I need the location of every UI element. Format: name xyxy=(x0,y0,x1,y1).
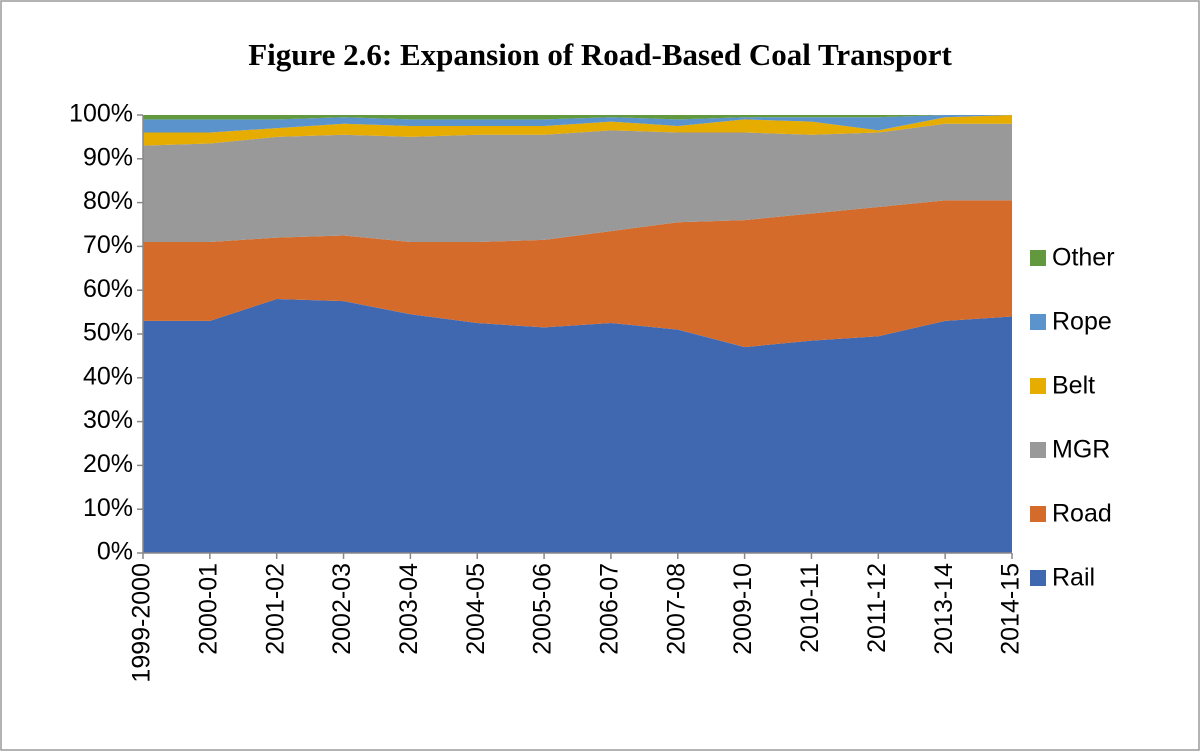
x-tick-label: 2007-08 xyxy=(662,563,690,655)
legend-label: MGR xyxy=(1052,436,1110,464)
x-tick-label: 2004-05 xyxy=(462,563,490,655)
x-tick-label: 2010-11 xyxy=(796,563,824,653)
x-tick-label: 2006-07 xyxy=(596,563,624,655)
y-tick-label: 0% xyxy=(97,538,133,566)
y-tick-label: 10% xyxy=(83,494,133,522)
legend-swatch xyxy=(1030,506,1046,522)
legend-swatch xyxy=(1030,570,1046,586)
chart-title: Figure 2.6: Expansion of Road-Based Coal… xyxy=(248,37,952,72)
area xyxy=(143,200,1012,348)
legend-label: Rope xyxy=(1052,308,1112,336)
y-tick-label: 70% xyxy=(83,231,133,259)
y-tick-label: 100% xyxy=(69,100,133,128)
area xyxy=(143,123,1012,243)
x-tick-label: 1999-2000 xyxy=(128,563,156,683)
x-tick-label: 2005-06 xyxy=(529,563,557,655)
area xyxy=(143,115,1012,120)
x-tick-label: 2003-04 xyxy=(395,563,423,655)
y-tick-label: 80% xyxy=(83,187,133,215)
area xyxy=(143,115,1012,146)
y-tick-label: 20% xyxy=(83,450,133,478)
legend-label: Belt xyxy=(1052,372,1095,400)
y-tick-label: 90% xyxy=(83,143,133,171)
y-tick-label: 50% xyxy=(83,319,133,347)
x-tick-label: 2000-01 xyxy=(194,563,222,655)
y-tick-label: 40% xyxy=(83,362,133,390)
x-tick-label: 2014-15 xyxy=(997,563,1025,655)
x-tick-label: 2001-02 xyxy=(261,563,289,655)
legend-swatch xyxy=(1030,442,1046,458)
legend-swatch xyxy=(1030,378,1046,394)
area xyxy=(143,115,1012,133)
x-tick-label: 2009-10 xyxy=(729,563,757,655)
legend-label: Road xyxy=(1052,500,1112,528)
y-tick-label: 60% xyxy=(83,275,133,303)
legend-label: Other xyxy=(1052,244,1115,272)
x-tick-label: 2002-03 xyxy=(328,563,356,655)
legend-swatch xyxy=(1030,314,1046,330)
y-tick-label: 30% xyxy=(83,406,133,434)
area xyxy=(143,298,1012,553)
legend-label: Rail xyxy=(1052,564,1095,592)
x-tick-label: 2011-12 xyxy=(863,563,891,653)
legend-swatch xyxy=(1030,250,1046,266)
x-tick-label: 2013-14 xyxy=(930,563,958,655)
